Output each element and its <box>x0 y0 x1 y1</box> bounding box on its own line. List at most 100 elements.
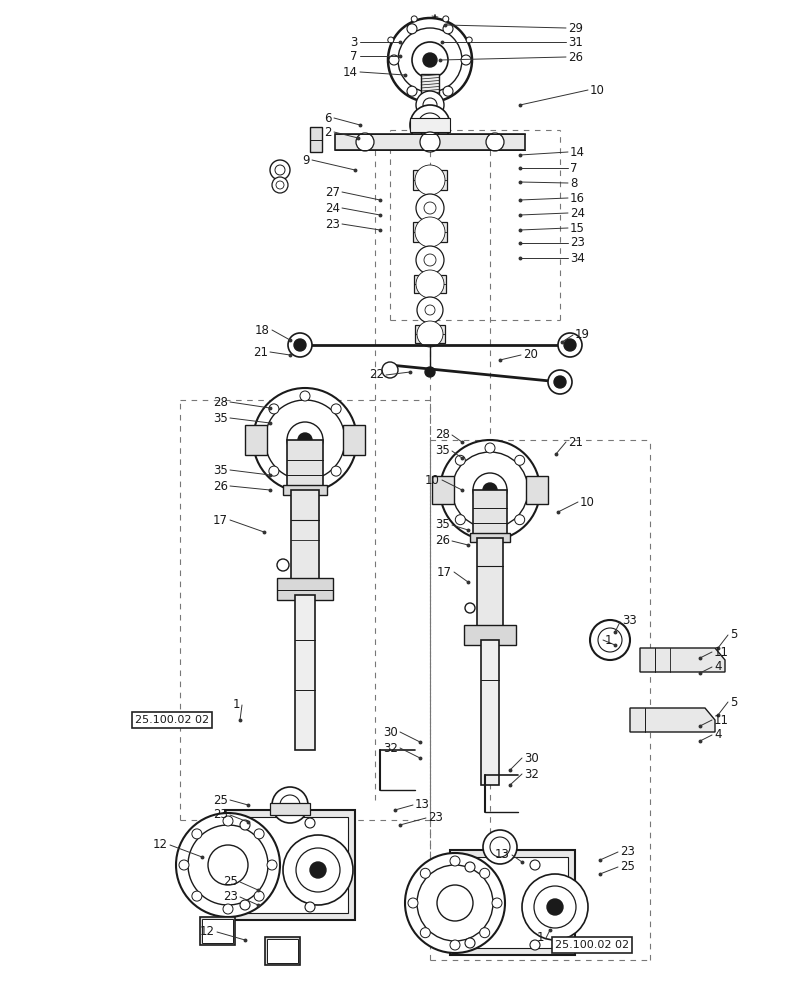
Circle shape <box>406 86 417 96</box>
Circle shape <box>417 297 443 323</box>
Bar <box>290 490 319 585</box>
Circle shape <box>344 435 354 445</box>
Circle shape <box>417 865 492 941</box>
Circle shape <box>547 899 562 915</box>
Circle shape <box>296 848 340 892</box>
Circle shape <box>514 455 524 465</box>
Bar <box>449 850 574 955</box>
Circle shape <box>414 165 444 195</box>
Text: 34: 34 <box>569 251 584 264</box>
Circle shape <box>417 321 443 347</box>
Text: 10: 10 <box>590 84 604 97</box>
Text: 29: 29 <box>568 22 582 35</box>
Circle shape <box>388 18 471 102</box>
Text: 12: 12 <box>200 925 215 938</box>
Text: 2: 2 <box>324 126 332 139</box>
Text: 5: 5 <box>729 696 736 708</box>
Text: 13: 13 <box>495 848 509 861</box>
Circle shape <box>255 435 266 445</box>
Text: 32: 32 <box>383 741 397 754</box>
Circle shape <box>276 181 284 189</box>
Circle shape <box>288 333 311 357</box>
Circle shape <box>286 422 323 458</box>
Circle shape <box>466 37 472 43</box>
Circle shape <box>178 860 189 870</box>
Text: 17: 17 <box>436 566 452 578</box>
Text: 23: 23 <box>212 808 228 821</box>
Circle shape <box>381 362 397 378</box>
Text: 14: 14 <box>342 66 358 79</box>
Circle shape <box>223 816 233 826</box>
Text: 35: 35 <box>435 518 449 532</box>
Bar <box>283 485 327 495</box>
Bar <box>476 538 502 630</box>
Circle shape <box>557 333 581 357</box>
Circle shape <box>268 466 278 476</box>
Circle shape <box>455 455 465 465</box>
Circle shape <box>406 24 417 34</box>
Circle shape <box>305 902 315 912</box>
Text: 28: 28 <box>212 395 228 408</box>
Circle shape <box>283 835 353 905</box>
Circle shape <box>405 853 504 953</box>
Text: 21: 21 <box>253 346 268 359</box>
Circle shape <box>442 16 448 22</box>
Bar <box>473 490 506 540</box>
Text: 7: 7 <box>350 50 358 63</box>
Bar <box>410 118 449 132</box>
Circle shape <box>484 443 495 453</box>
Circle shape <box>420 928 430 938</box>
Bar <box>286 440 323 492</box>
Text: 21: 21 <box>568 436 582 448</box>
Circle shape <box>491 898 501 908</box>
Circle shape <box>419 132 440 152</box>
Circle shape <box>465 603 474 613</box>
Circle shape <box>415 91 444 119</box>
Circle shape <box>415 246 444 274</box>
Circle shape <box>176 813 280 917</box>
Text: 27: 27 <box>324 186 340 199</box>
Bar <box>200 917 234 945</box>
Circle shape <box>521 874 587 940</box>
Text: 32: 32 <box>523 768 539 780</box>
Bar <box>457 857 568 948</box>
Circle shape <box>415 194 444 222</box>
Text: 23: 23 <box>223 890 238 904</box>
Text: 19: 19 <box>574 328 590 342</box>
Circle shape <box>436 885 473 921</box>
Text: 26: 26 <box>568 51 582 64</box>
Circle shape <box>483 830 517 864</box>
Bar <box>342 425 365 455</box>
Text: 14: 14 <box>569 146 584 159</box>
Circle shape <box>280 795 299 815</box>
Circle shape <box>254 891 264 901</box>
Circle shape <box>298 433 311 447</box>
Bar <box>267 939 298 963</box>
Text: 1: 1 <box>536 931 543 944</box>
Circle shape <box>479 928 489 938</box>
Circle shape <box>411 42 448 78</box>
Bar <box>294 595 315 750</box>
Text: 25.100.02 02: 25.100.02 02 <box>135 715 209 725</box>
Bar <box>232 817 348 913</box>
Text: 31: 31 <box>568 36 582 49</box>
Circle shape <box>564 339 575 351</box>
Circle shape <box>223 904 233 914</box>
Circle shape <box>486 133 504 151</box>
Circle shape <box>208 845 247 885</box>
Circle shape <box>452 452 527 528</box>
Circle shape <box>414 217 444 247</box>
Circle shape <box>191 829 202 839</box>
Circle shape <box>423 202 436 214</box>
Text: 1: 1 <box>232 698 240 711</box>
Text: 23: 23 <box>324 218 340 231</box>
Polygon shape <box>639 648 724 672</box>
Bar <box>202 919 233 943</box>
Circle shape <box>443 485 453 495</box>
Circle shape <box>534 886 575 928</box>
Text: 26: 26 <box>435 534 449 548</box>
Circle shape <box>305 818 315 828</box>
Bar <box>414 275 445 293</box>
Bar <box>335 134 525 150</box>
Circle shape <box>597 628 621 652</box>
